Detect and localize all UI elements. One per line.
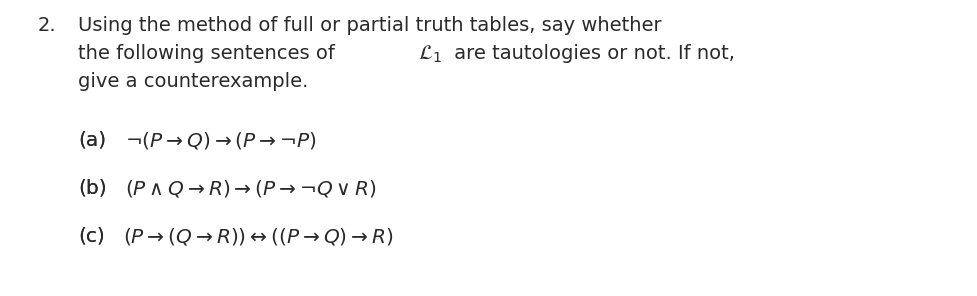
Text: $\neg(P \to Q) \to (P \to \neg P)$: $\neg(P \to Q) \to (P \to \neg P)$ xyxy=(124,130,317,151)
Text: (b): (b) xyxy=(78,178,106,197)
Text: Using the method of full or partial truth tables, say whether: Using the method of full or partial trut… xyxy=(78,16,661,35)
Text: (c): (c) xyxy=(78,226,105,245)
Text: $(P \wedge Q \to R) \to (P \to \neg Q \vee R)$: $(P \wedge Q \to R) \to (P \to \neg Q \v… xyxy=(125,178,376,199)
Text: $(P \to (Q \to R)) \leftrightarrow ((P \to Q) \to R)$: $(P \to (Q \to R)) \leftrightarrow ((P \… xyxy=(123,226,393,247)
Text: give a counterexample.: give a counterexample. xyxy=(78,72,308,91)
Text: 2.: 2. xyxy=(38,16,57,35)
Text: (b): (b) xyxy=(78,178,106,197)
Text: (a): (a) xyxy=(78,130,106,149)
Text: (c): (c) xyxy=(78,226,105,245)
Text: (a): (a) xyxy=(78,130,106,149)
Text: are tautologies or not. If not,: are tautologies or not. If not, xyxy=(447,44,735,63)
Text: $\mathcal{L}_1$: $\mathcal{L}_1$ xyxy=(417,44,441,65)
Text: the following sentences of: the following sentences of xyxy=(78,44,341,63)
